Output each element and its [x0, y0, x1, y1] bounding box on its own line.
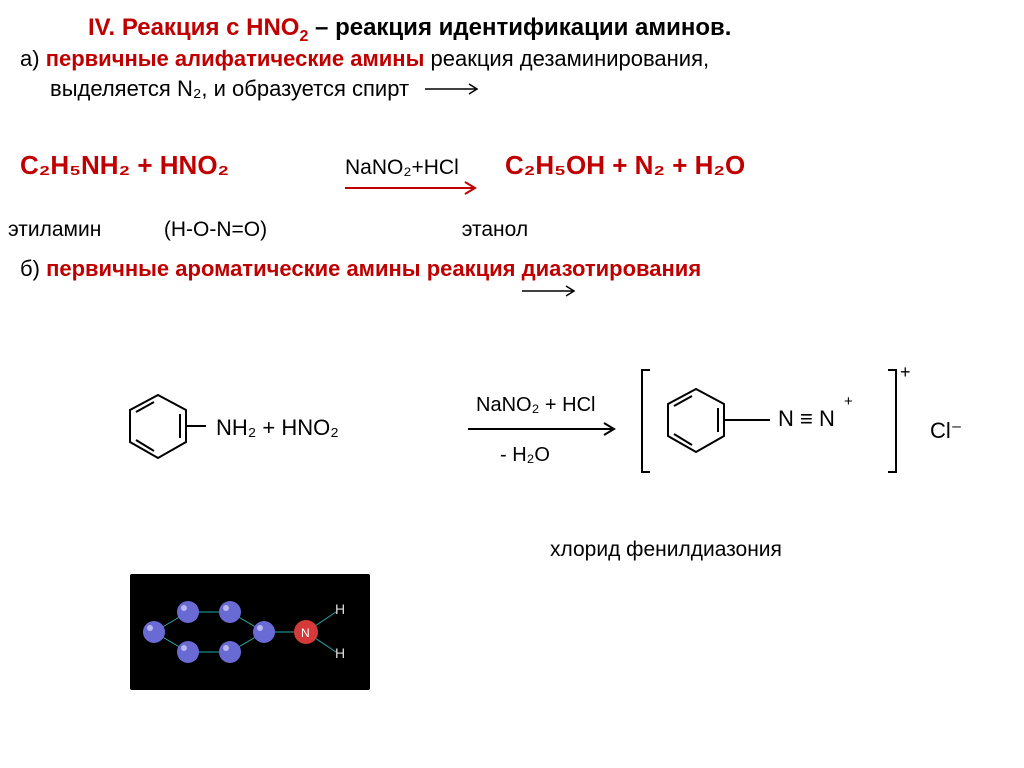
line-a2: выделяется N₂, и образуется спирт: [50, 76, 485, 102]
svg-text:N ≡ N: N ≡ N: [778, 406, 835, 431]
arrow-icon: [522, 284, 582, 303]
diazotization-reaction: [128, 390, 208, 473]
label-hono: (H-O-N=O): [164, 218, 456, 242]
arrow-icon: [345, 181, 485, 195]
product-label: хлорид фенилдиазония: [550, 538, 782, 562]
line-a-red: первичные алифатические амины: [46, 46, 425, 71]
label-ethylamine: этиламин: [8, 218, 158, 242]
reaction-condition-bottom: - H₂O: [500, 444, 550, 467]
heading-sub: 2: [299, 28, 308, 45]
svg-text:N: N: [301, 626, 310, 640]
svg-text:+: +: [900, 364, 911, 382]
equation-1-left: C₂H₅NH₂ + HNO₂: [20, 150, 229, 181]
heading-roman: IV.: [88, 14, 115, 41]
label-ethanol: этанол: [462, 218, 528, 242]
reaction-condition-top: NaNO₂ + HCl: [476, 394, 595, 417]
line-b-red2: реакция диазотирования: [427, 256, 701, 281]
chloride-anion: Cl⁻: [930, 418, 962, 444]
diazonium-product: + N ≡ N +: [638, 364, 918, 489]
equation-1-arrow: NaNO₂+HCl: [345, 178, 485, 201]
section-heading: IV. Реакция с HNO2 – реакция идентификац…: [88, 14, 731, 46]
svg-text:+: +: [844, 393, 853, 410]
line-a-black: реакция дезаминирования,: [431, 46, 710, 71]
equation-1-condition: NaNO₂+HCl: [345, 156, 459, 180]
benzene-ring-icon: [128, 390, 208, 468]
line-b-prefix: б): [20, 256, 40, 281]
reaction-arrow-icon: [468, 422, 624, 441]
svg-text:H: H: [335, 645, 345, 661]
svg-text:H: H: [335, 601, 345, 617]
heading-tail: – реакция идентификации аминов.: [315, 14, 731, 41]
diazo-reactant-text: NH₂ + HNO₂: [216, 415, 339, 441]
line-b-red1: первичные ароматические амины: [46, 256, 421, 281]
equation-1-right: C₂H₅OH + N₂ + H₂O: [505, 150, 745, 181]
line-b: б) первичные ароматические амины реакция…: [20, 256, 701, 282]
molecular-model-image: N H H: [130, 574, 370, 690]
line-a: а) первичные алифатические амины реакция…: [20, 46, 709, 72]
line-a-prefix: а): [20, 46, 40, 71]
arrow-icon: [425, 76, 485, 102]
line-a2-text: выделяется N₂, и образуется спирт: [50, 76, 409, 101]
equation-1-labels: этиламин (H-O-N=O) этанол: [8, 218, 528, 242]
heading-main: Реакция с HNO: [122, 14, 300, 41]
